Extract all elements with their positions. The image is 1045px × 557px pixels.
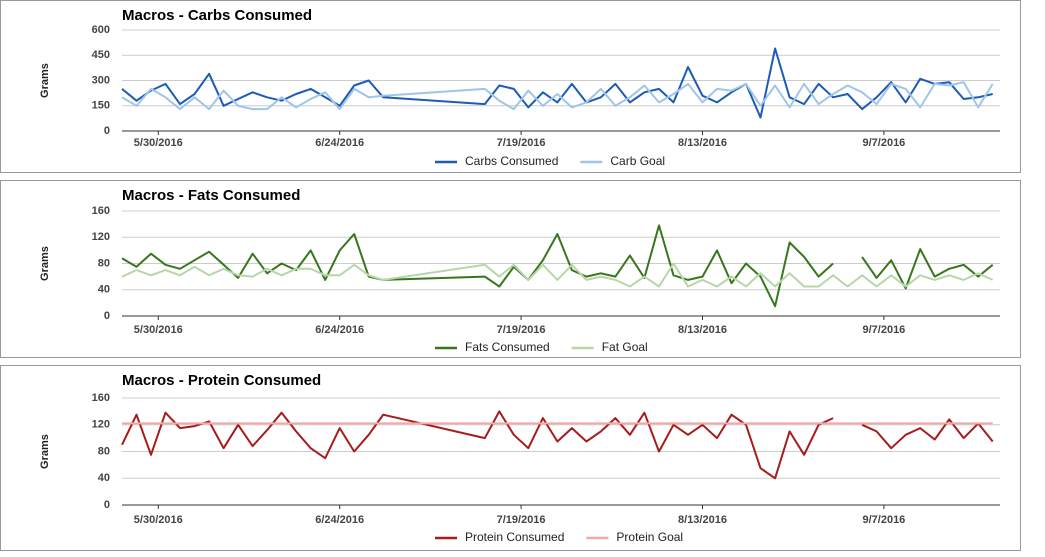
y-tick-label: 150 xyxy=(92,100,110,112)
legend-label: Carbs Consumed xyxy=(465,154,558,168)
series-line xyxy=(121,410,994,480)
legend: Fats Consumed Fat Goal xyxy=(435,340,648,354)
legend: Carbs Consumed Carb Goal xyxy=(435,154,665,168)
y-axis-label: Grams xyxy=(39,246,51,281)
x-tick-label: 8/13/2016 xyxy=(678,324,727,336)
y-tick-label: 40 xyxy=(98,284,110,296)
y-tick-label: 160 xyxy=(92,205,110,217)
y-tick-label: 0 xyxy=(104,125,110,137)
panel-border xyxy=(0,180,1021,358)
legend-label: Protein Consumed xyxy=(465,530,564,544)
y-tick-label: 120 xyxy=(92,419,110,431)
legend: Protein Consumed Protein Goal xyxy=(435,530,683,544)
y-tick-label: 0 xyxy=(104,499,110,511)
y-tick-label: 80 xyxy=(98,445,110,457)
x-tick-label: 9/7/2016 xyxy=(862,514,905,526)
series-line xyxy=(121,81,994,111)
chart-title: Macros - Carbs Consumed xyxy=(122,7,312,24)
y-tick-label: 40 xyxy=(98,472,110,484)
panel-border xyxy=(0,365,1021,551)
y-tick-label: 600 xyxy=(92,24,110,36)
y-tick-label: 120 xyxy=(92,231,110,243)
series-line xyxy=(121,47,993,119)
legend-label: Carb Goal xyxy=(610,154,665,168)
x-tick-label: 5/30/2016 xyxy=(134,514,183,526)
chart-panel: Macros - Protein Consumed Grams 0 40 80 120 16… xyxy=(0,365,1021,551)
series-line xyxy=(121,262,994,288)
chart-title: Macros - Fats Consumed xyxy=(122,187,300,204)
x-tick-label: 5/30/2016 xyxy=(134,324,183,336)
y-tick-label: 80 xyxy=(98,257,110,269)
x-tick-label: 5/30/2016 xyxy=(134,137,183,149)
x-tick-label: 9/7/2016 xyxy=(862,137,905,149)
legend-label: Fat Goal xyxy=(602,340,648,354)
y-tick-label: 300 xyxy=(92,74,110,86)
x-tick-label: 9/7/2016 xyxy=(862,324,905,336)
y-tick-label: 450 xyxy=(92,49,110,61)
x-tick-label: 8/13/2016 xyxy=(678,137,727,149)
legend-label: Fats Consumed xyxy=(465,340,550,354)
y-axis-label: Grams xyxy=(39,63,51,98)
y-tick-label: 160 xyxy=(92,392,110,404)
legend-label: Protein Goal xyxy=(616,530,683,544)
x-tick-label: 8/13/2016 xyxy=(678,514,727,526)
y-axis-label: Grams xyxy=(39,434,51,469)
chart-panel: Macros - Fats Consumed Grams 0 40 80 120 160 5/… xyxy=(0,180,1021,358)
chart-panel: Macros - Carbs Consumed Grams 0 150 300 450 60… xyxy=(0,0,1021,173)
y-tick-label: 0 xyxy=(104,310,110,322)
x-tick-label: 6/24/2016 xyxy=(315,514,364,526)
x-tick-label: 6/24/2016 xyxy=(315,324,364,336)
chart-title: Macros - Protein Consumed xyxy=(122,372,321,389)
x-tick-label: 6/24/2016 xyxy=(315,137,364,149)
x-tick-label: 7/19/2016 xyxy=(497,137,546,149)
x-tick-label: 7/19/2016 xyxy=(497,324,546,336)
x-tick-label: 7/19/2016 xyxy=(497,514,546,526)
